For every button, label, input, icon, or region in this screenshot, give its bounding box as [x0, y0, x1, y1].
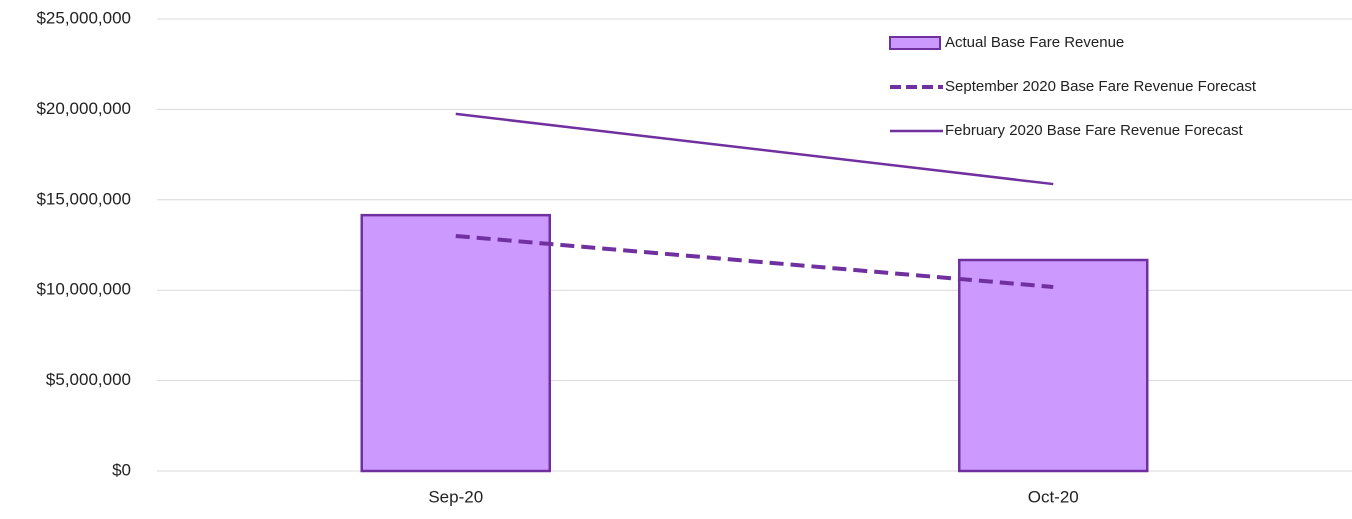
y-tick-label: $25,000,000 — [36, 8, 131, 27]
line — [455, 233, 1054, 289]
legend-swatch — [889, 36, 941, 50]
y-tick-label: $10,000,000 — [36, 280, 131, 299]
bar — [360, 213, 551, 473]
legend-label: February 2020 Base Fare Revenue Forecast — [945, 122, 1243, 139]
y-tick-label: $5,000,000 — [46, 370, 131, 389]
legend-label: Actual Base Fare Revenue — [945, 34, 1124, 51]
y-tick-label: $15,000,000 — [36, 189, 131, 208]
y-tick-label: $20,000,000 — [36, 99, 131, 118]
legend-label: September 2020 Base Fare Revenue Forecas… — [945, 78, 1257, 95]
y-tick-label: $0 — [112, 460, 131, 479]
x-tick-label: Sep-20 — [428, 487, 483, 506]
bar — [958, 258, 1149, 473]
line — [455, 112, 1054, 186]
x-tick-label: Oct-20 — [1028, 487, 1079, 506]
